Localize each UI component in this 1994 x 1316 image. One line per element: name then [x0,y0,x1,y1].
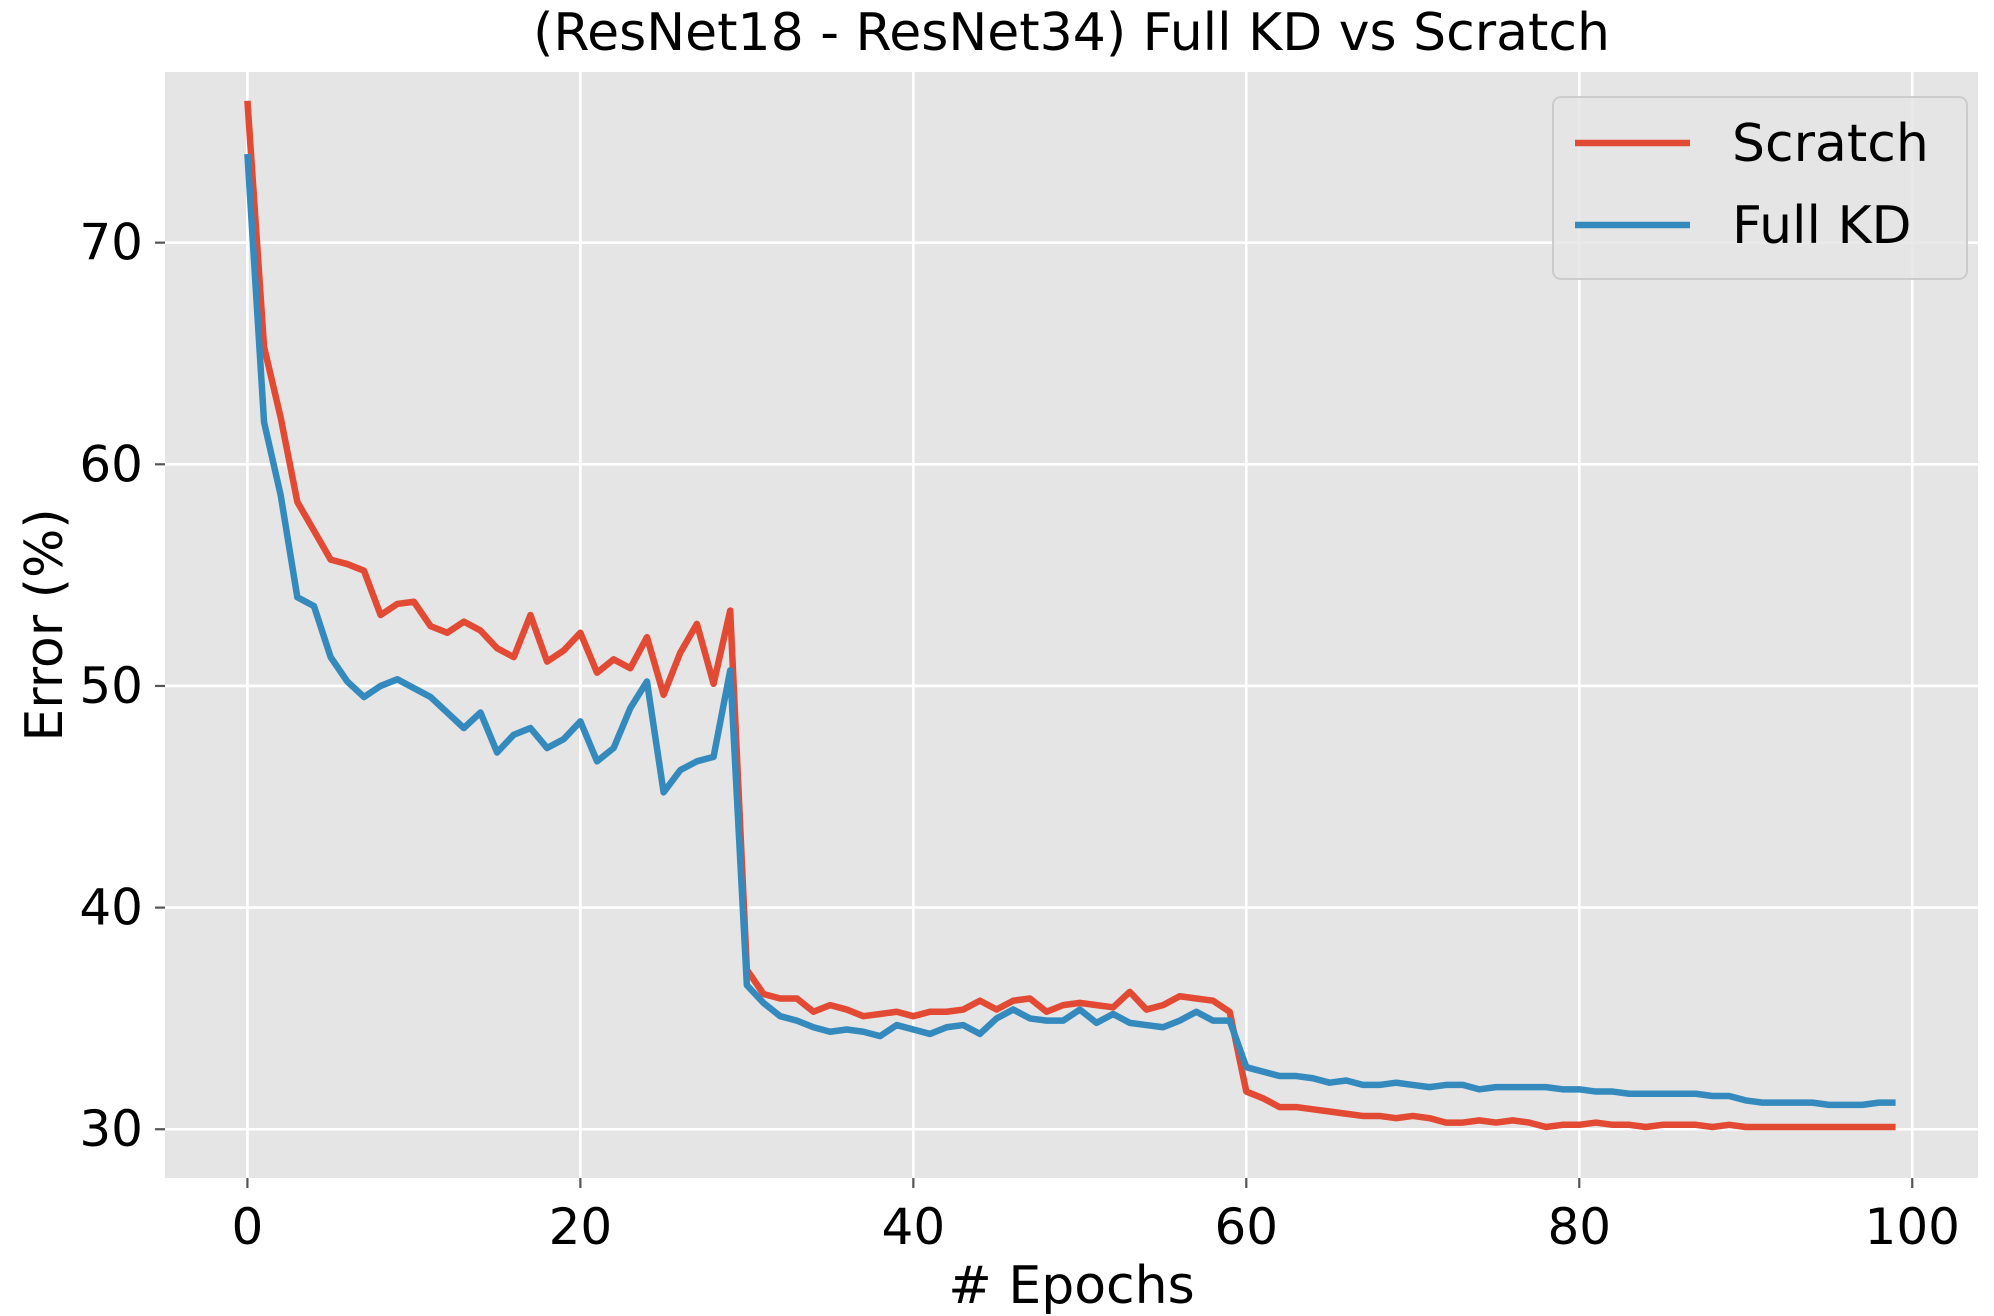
legend-label-full-kd: Full KD [1732,196,1912,256]
x-axis-label: # Epochs [948,1256,1194,1316]
x-tick-label: 60 [1214,1198,1278,1256]
x-tick-label: 100 [1865,1198,1960,1256]
y-tick-label: 30 [79,1100,143,1158]
y-tick-label: 50 [79,657,143,715]
x-tick-label: 40 [882,1198,946,1256]
y-tick-label: 70 [79,214,143,272]
legend-label-scratch: Scratch [1732,114,1929,174]
series-line-scratch [244,100,1896,1131]
x-tick-label: 0 [232,1198,264,1256]
y-tick-label: 60 [79,435,143,493]
axis-ticks: 0 20 40 60 80 100 30 40 50 60 70 [79,214,1960,1256]
y-axis-label: Error (%) [15,508,75,741]
series-lines [244,100,1896,1131]
y-tick-label: 40 [79,879,143,937]
series-line-full-kd [244,153,1896,1109]
chart-title: (ResNet18 - ResNet34) Full KD vs Scratch [533,3,1610,63]
legend: Scratch Full KD [1552,96,1968,280]
x-tick-label: 80 [1547,1198,1611,1256]
x-tick-label: 20 [549,1198,613,1256]
